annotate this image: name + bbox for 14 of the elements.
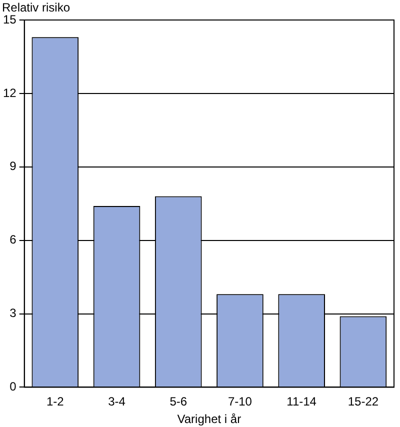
- y-tick-label: 9: [10, 159, 17, 174]
- x-tick-label: 5-6: [170, 394, 188, 409]
- x-tick-label: 15-22: [348, 394, 379, 409]
- x-tick-label: 3-4: [108, 394, 126, 409]
- x-axis-title: Varighet i år: [177, 412, 242, 426]
- x-tick-label: 1-2: [46, 394, 64, 409]
- x-tick-label: 11-14: [286, 394, 317, 409]
- y-tick-label: 0: [10, 380, 17, 394]
- y-tick-label: 12: [2, 86, 17, 100]
- y-tick-label: 6: [10, 232, 17, 247]
- y-tick-label: 3: [10, 306, 17, 320]
- y-axis-title: Relativ risiko: [2, 0, 70, 14]
- x-tick-label: 7-10: [228, 394, 252, 409]
- y-tick-label: 15: [2, 12, 17, 26]
